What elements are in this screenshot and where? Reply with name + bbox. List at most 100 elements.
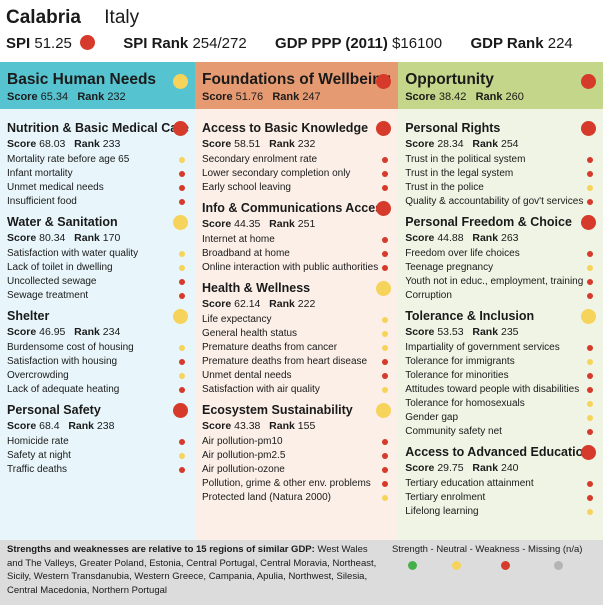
component-score: Score 62.14 Rank 222 [202, 297, 392, 311]
indicator-row: Attitudes toward people with disabilitie… [405, 383, 597, 397]
rank-label: Rank [77, 91, 105, 103]
score-label: Score [202, 138, 232, 150]
dimension-score: Score 51.76 Rank 247 [202, 90, 392, 104]
indicator-label: Mortality rate before age 65 [7, 154, 130, 165]
component: Ecosystem Sustainability Score 43.38 Rank… [202, 402, 392, 505]
gdp-label: GDP PPP (2011) [275, 35, 388, 52]
score-label: Score [7, 326, 37, 338]
stats-row: SPI 51.25 SPI Rank 254/272 GDP PPP (2011… [6, 33, 596, 55]
indicator-label: Lifelong learning [405, 506, 479, 517]
rank-value: 240 [500, 462, 519, 474]
score-value: 44.35 [234, 218, 261, 230]
score-label: Score [405, 326, 435, 338]
indicator-status-dot-icon [179, 279, 185, 285]
indicator-label: Traffic deaths [7, 464, 68, 475]
indicator-label: Online interaction with public authoriti… [202, 262, 379, 273]
rank-label: Rank [472, 326, 499, 338]
rank-label: Rank [472, 462, 499, 474]
indicator-row: Trust in the political system [405, 153, 597, 167]
dimension-header: Opportunity Score 38.42 Rank 260 [398, 62, 603, 109]
indicator-label: Freedom over life choices [405, 248, 520, 259]
indicator-status-dot-icon [382, 237, 389, 243]
score-label: Score [7, 232, 37, 244]
dimension-status-dot-icon [376, 74, 392, 89]
component-score: Score 46.95 Rank 234 [7, 325, 189, 339]
score-value: 58.51 [234, 138, 261, 150]
indicator-status-dot-icon [382, 317, 389, 323]
indicator-row: Life expectancy [202, 313, 392, 327]
indicator-label: Tertiary education attainment [405, 478, 534, 489]
indicator-status-dot-icon [179, 157, 185, 163]
rank-label: Rank [269, 298, 295, 310]
score-label: Score [7, 420, 37, 432]
indicator-status-dot-icon [382, 171, 389, 177]
indicator-row: General health status [202, 327, 392, 341]
component-score: Score 53.53 Rank 235 [405, 325, 597, 339]
indicator-label: Trust in the legal system [405, 168, 514, 179]
indicator-label: Youth not in educ., employment, training [405, 276, 584, 287]
indicator-status-dot-icon [587, 429, 594, 435]
indicator-row: Youth not in educ., employment, training [405, 275, 597, 289]
indicator-row: Quality & accountability of gov't servic… [405, 195, 597, 209]
indicator-row: Lack of adequate heating [7, 383, 189, 397]
indicator-row: Impartiality of government services [405, 341, 597, 355]
indicator-status-dot-icon [587, 345, 594, 351]
indicator-label: Premature deaths from cancer [202, 342, 338, 353]
indicator-row: Overcrowding [7, 369, 189, 383]
indicator-status-dot-icon [382, 453, 389, 459]
component-score: Score 68.03 Rank 233 [7, 137, 189, 151]
indicator-label: Uncollected sewage [7, 276, 97, 287]
indicator-row: Air pollution-pm10 [202, 435, 392, 449]
rank-label: Rank [269, 138, 295, 150]
indicator-status-dot-icon [587, 251, 594, 257]
indicator-label: Early school leaving [202, 182, 291, 193]
rank-label: Rank [475, 91, 503, 103]
component-status-dot-icon [376, 281, 392, 296]
indicator-row: Unmet dental needs [202, 369, 392, 383]
indicator-label: Gender gap [405, 412, 459, 423]
indicator-label: Lack of adequate heating [7, 384, 120, 395]
rank-value: 251 [297, 218, 316, 230]
score-value: 44.88 [437, 232, 464, 244]
indicator-status-dot-icon [587, 265, 594, 271]
indicator-label: Burdensome cost of housing [7, 342, 134, 353]
indicator-row: Lower secondary completion only [202, 167, 392, 181]
indicator-row: Early school leaving [202, 181, 392, 195]
indicator-status-dot-icon [382, 185, 389, 191]
component: Access to Basic Knowledge Score 58.51 Ran… [202, 120, 392, 195]
dimension-header: Basic Human Needs Score 65.34 Rank 232 [0, 62, 195, 109]
dimension-column: Basic Human Needs Score 65.34 Rank 232 Nut… [0, 62, 195, 540]
indicator-row: Trust in the legal system [405, 167, 597, 181]
legend: Strength - Neutral - Weakness - Missing … [392, 543, 597, 575]
legend-dots [392, 560, 597, 575]
indicator-row: Unmet medical needs [7, 181, 189, 195]
dimension-body: Nutrition & Basic Medical Care Score 68.0… [0, 109, 195, 477]
indicator-row: Community safety net [405, 425, 597, 439]
dimension-title: Foundations of Wellbeing [202, 71, 392, 88]
component: Tolerance & Inclusion Score 53.53 Rank 23… [405, 308, 597, 439]
rank-value: 222 [297, 298, 316, 310]
score-label: Score [405, 138, 435, 150]
score-label: Score [202, 420, 232, 432]
indicator-label: Unmet medical needs [7, 182, 104, 193]
indicator-row: Lifelong learning [405, 505, 597, 519]
indicator-row: Sewage treatment [7, 289, 189, 303]
footer-note-regions: West Wales and The Valleys, Greater Pola… [7, 544, 377, 596]
indicator-row: Protected land (Natura 2000) [202, 491, 392, 505]
component-score: Score 80.34 Rank 170 [7, 231, 189, 245]
component: Info & Communications Access Score 44.35 … [202, 200, 392, 275]
rank-label: Rank [269, 420, 295, 432]
component-title: Tolerance & Inclusion [405, 309, 535, 323]
indicator-status-dot-icon [179, 265, 185, 271]
indicator-status-dot-icon [587, 279, 594, 285]
spi-status-dot [79, 35, 95, 50]
indicator-label: Satisfaction with housing [7, 356, 118, 367]
rank-label: Rank [68, 420, 94, 432]
indicator-label: Sewage treatment [7, 290, 89, 301]
indicator-status-dot-icon [587, 185, 594, 191]
component-title: Personal Freedom & Choice [405, 215, 572, 229]
dimension-score: Score 38.42 Rank 260 [405, 90, 597, 104]
rank-value: 234 [102, 326, 121, 338]
spi-rank-value: 254/272 [192, 35, 247, 52]
component-title: Nutrition & Basic Medical Care [7, 121, 189, 135]
